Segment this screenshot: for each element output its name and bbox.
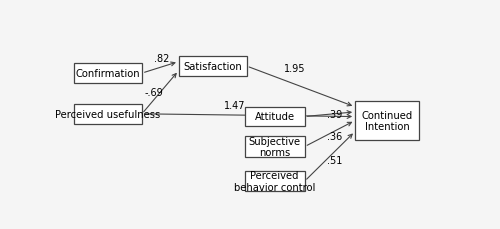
Text: Attitude: Attitude — [254, 112, 294, 122]
FancyBboxPatch shape — [74, 64, 142, 84]
Text: Continued
Intention: Continued Intention — [362, 110, 412, 132]
FancyBboxPatch shape — [244, 137, 304, 157]
FancyBboxPatch shape — [244, 108, 304, 126]
Text: Perceived usefulness: Perceived usefulness — [56, 109, 160, 119]
Text: .82: .82 — [154, 54, 169, 64]
Text: Subjective
norms: Subjective norms — [248, 136, 300, 158]
Text: Satisfaction: Satisfaction — [184, 62, 242, 72]
Text: 1.47: 1.47 — [224, 100, 246, 110]
FancyBboxPatch shape — [355, 101, 419, 140]
FancyBboxPatch shape — [74, 104, 142, 124]
Text: -.69: -.69 — [144, 87, 163, 97]
Text: .51: .51 — [327, 155, 342, 165]
Text: Perceived
behavior control: Perceived behavior control — [234, 171, 316, 192]
FancyBboxPatch shape — [179, 57, 246, 77]
Text: Confirmation: Confirmation — [76, 69, 140, 79]
FancyBboxPatch shape — [244, 171, 304, 191]
Text: .39: .39 — [327, 109, 342, 119]
Text: 1.95: 1.95 — [284, 63, 306, 73]
Text: .36: .36 — [327, 132, 342, 142]
